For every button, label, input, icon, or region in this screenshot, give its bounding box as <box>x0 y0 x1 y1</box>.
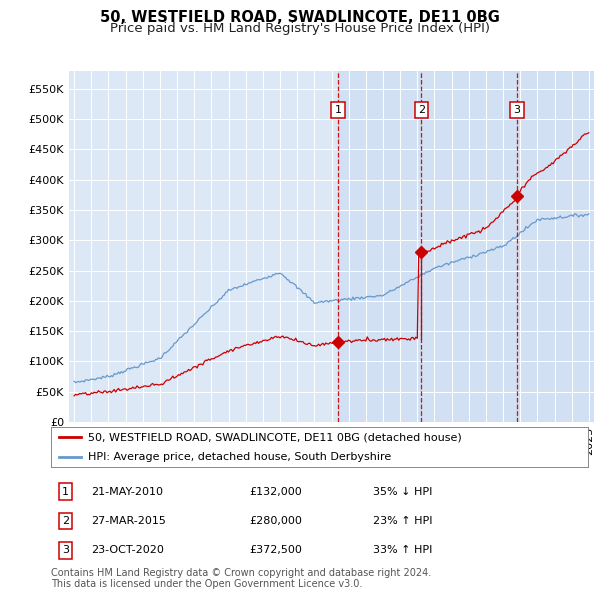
Text: 2: 2 <box>62 516 69 526</box>
Text: HPI: Average price, detached house, South Derbyshire: HPI: Average price, detached house, Sout… <box>88 453 391 462</box>
Text: 3: 3 <box>62 545 69 555</box>
Text: 3: 3 <box>514 105 520 115</box>
Text: Contains HM Land Registry data © Crown copyright and database right 2024.
This d: Contains HM Land Registry data © Crown c… <box>51 568 431 589</box>
Text: 50, WESTFIELD ROAD, SWADLINCOTE, DE11 0BG: 50, WESTFIELD ROAD, SWADLINCOTE, DE11 0B… <box>100 10 500 25</box>
Text: 50, WESTFIELD ROAD, SWADLINCOTE, DE11 0BG (detached house): 50, WESTFIELD ROAD, SWADLINCOTE, DE11 0B… <box>88 432 461 442</box>
Text: 1: 1 <box>62 487 69 497</box>
Text: £372,500: £372,500 <box>250 545 302 555</box>
Text: Price paid vs. HM Land Registry's House Price Index (HPI): Price paid vs. HM Land Registry's House … <box>110 22 490 35</box>
Text: £280,000: £280,000 <box>250 516 302 526</box>
Bar <box>421 71 517 422</box>
Text: 35% ↓ HPI: 35% ↓ HPI <box>373 487 433 497</box>
Text: 33% ↑ HPI: 33% ↑ HPI <box>373 545 433 555</box>
Text: 1: 1 <box>335 105 341 115</box>
Text: £132,000: £132,000 <box>250 487 302 497</box>
Bar <box>517 71 594 422</box>
Bar <box>338 71 421 422</box>
Text: 2: 2 <box>418 105 425 115</box>
Text: 23% ↑ HPI: 23% ↑ HPI <box>373 516 433 526</box>
Text: 27-MAR-2015: 27-MAR-2015 <box>91 516 166 526</box>
Text: 23-OCT-2020: 23-OCT-2020 <box>91 545 164 555</box>
Text: 21-MAY-2010: 21-MAY-2010 <box>91 487 163 497</box>
